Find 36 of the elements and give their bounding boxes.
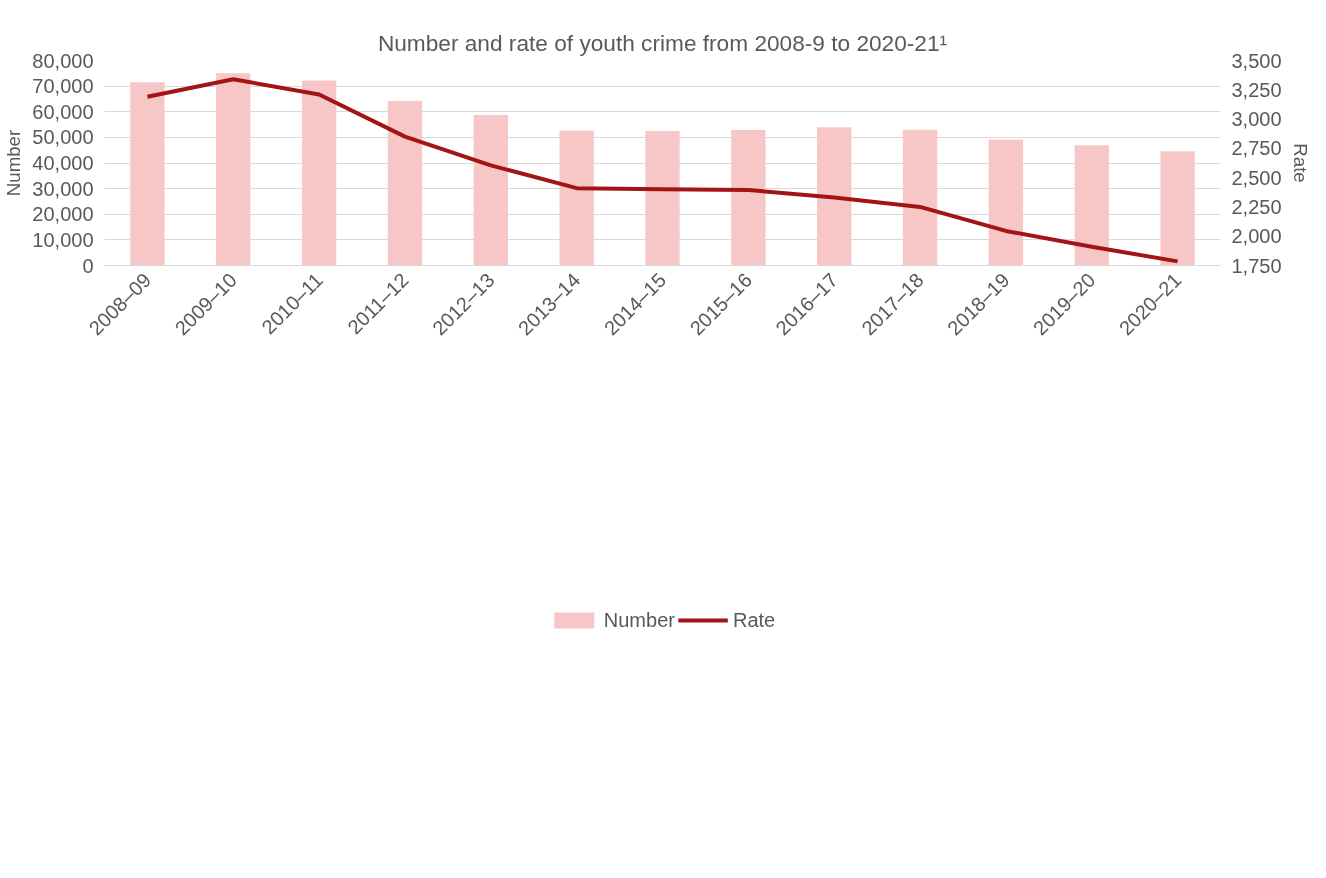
y2-tick-label: 3,500 — [1231, 49, 1282, 72]
y2-tick-label: 3,250 — [1231, 78, 1282, 101]
bar — [130, 82, 165, 266]
bar — [902, 129, 938, 266]
legend-label: Rate — [732, 608, 776, 632]
y2-tick-label: 2,000 — [1231, 225, 1282, 248]
bar — [387, 100, 423, 266]
y-tick-label: 30,000 — [32, 177, 94, 200]
y2-tick-label: 2,500 — [1231, 166, 1282, 189]
bar — [1160, 151, 1195, 266]
y2-tick-label: 1,750 — [1231, 254, 1282, 277]
bar — [1074, 145, 1109, 266]
bar — [731, 129, 766, 266]
y-tick-label: 10,000 — [32, 228, 94, 251]
line-series — [145, 77, 1180, 264]
bar — [645, 130, 680, 266]
bar — [216, 73, 251, 266]
chart-title: Number and rate of youth crime from 2008-9 to 2020-21¹ — [377, 29, 948, 56]
bar — [301, 80, 337, 266]
y-tick-label: 80,000 — [32, 49, 94, 72]
y-axis-title: Number — [3, 129, 25, 197]
bar — [473, 115, 508, 266]
y-tick-label: 0 — [82, 254, 94, 277]
bar — [817, 127, 852, 266]
y2-tick-label: 2,250 — [1231, 195, 1282, 218]
y-tick-label: 40,000 — [32, 152, 94, 174]
y-tick-label: 60,000 — [32, 100, 94, 123]
bar — [559, 130, 594, 266]
bar — [988, 139, 1024, 266]
y-tick-label: 20,000 — [32, 203, 94, 226]
legend-label: Number — [603, 608, 675, 632]
y-tick-label: 70,000 — [32, 75, 94, 98]
y2-tick-label: 2,750 — [1231, 137, 1282, 160]
y2-axis-title: Rate — [1289, 143, 1311, 183]
y2-tick-label: 3,000 — [1231, 108, 1282, 131]
y-tick-label: 50,000 — [32, 126, 94, 149]
